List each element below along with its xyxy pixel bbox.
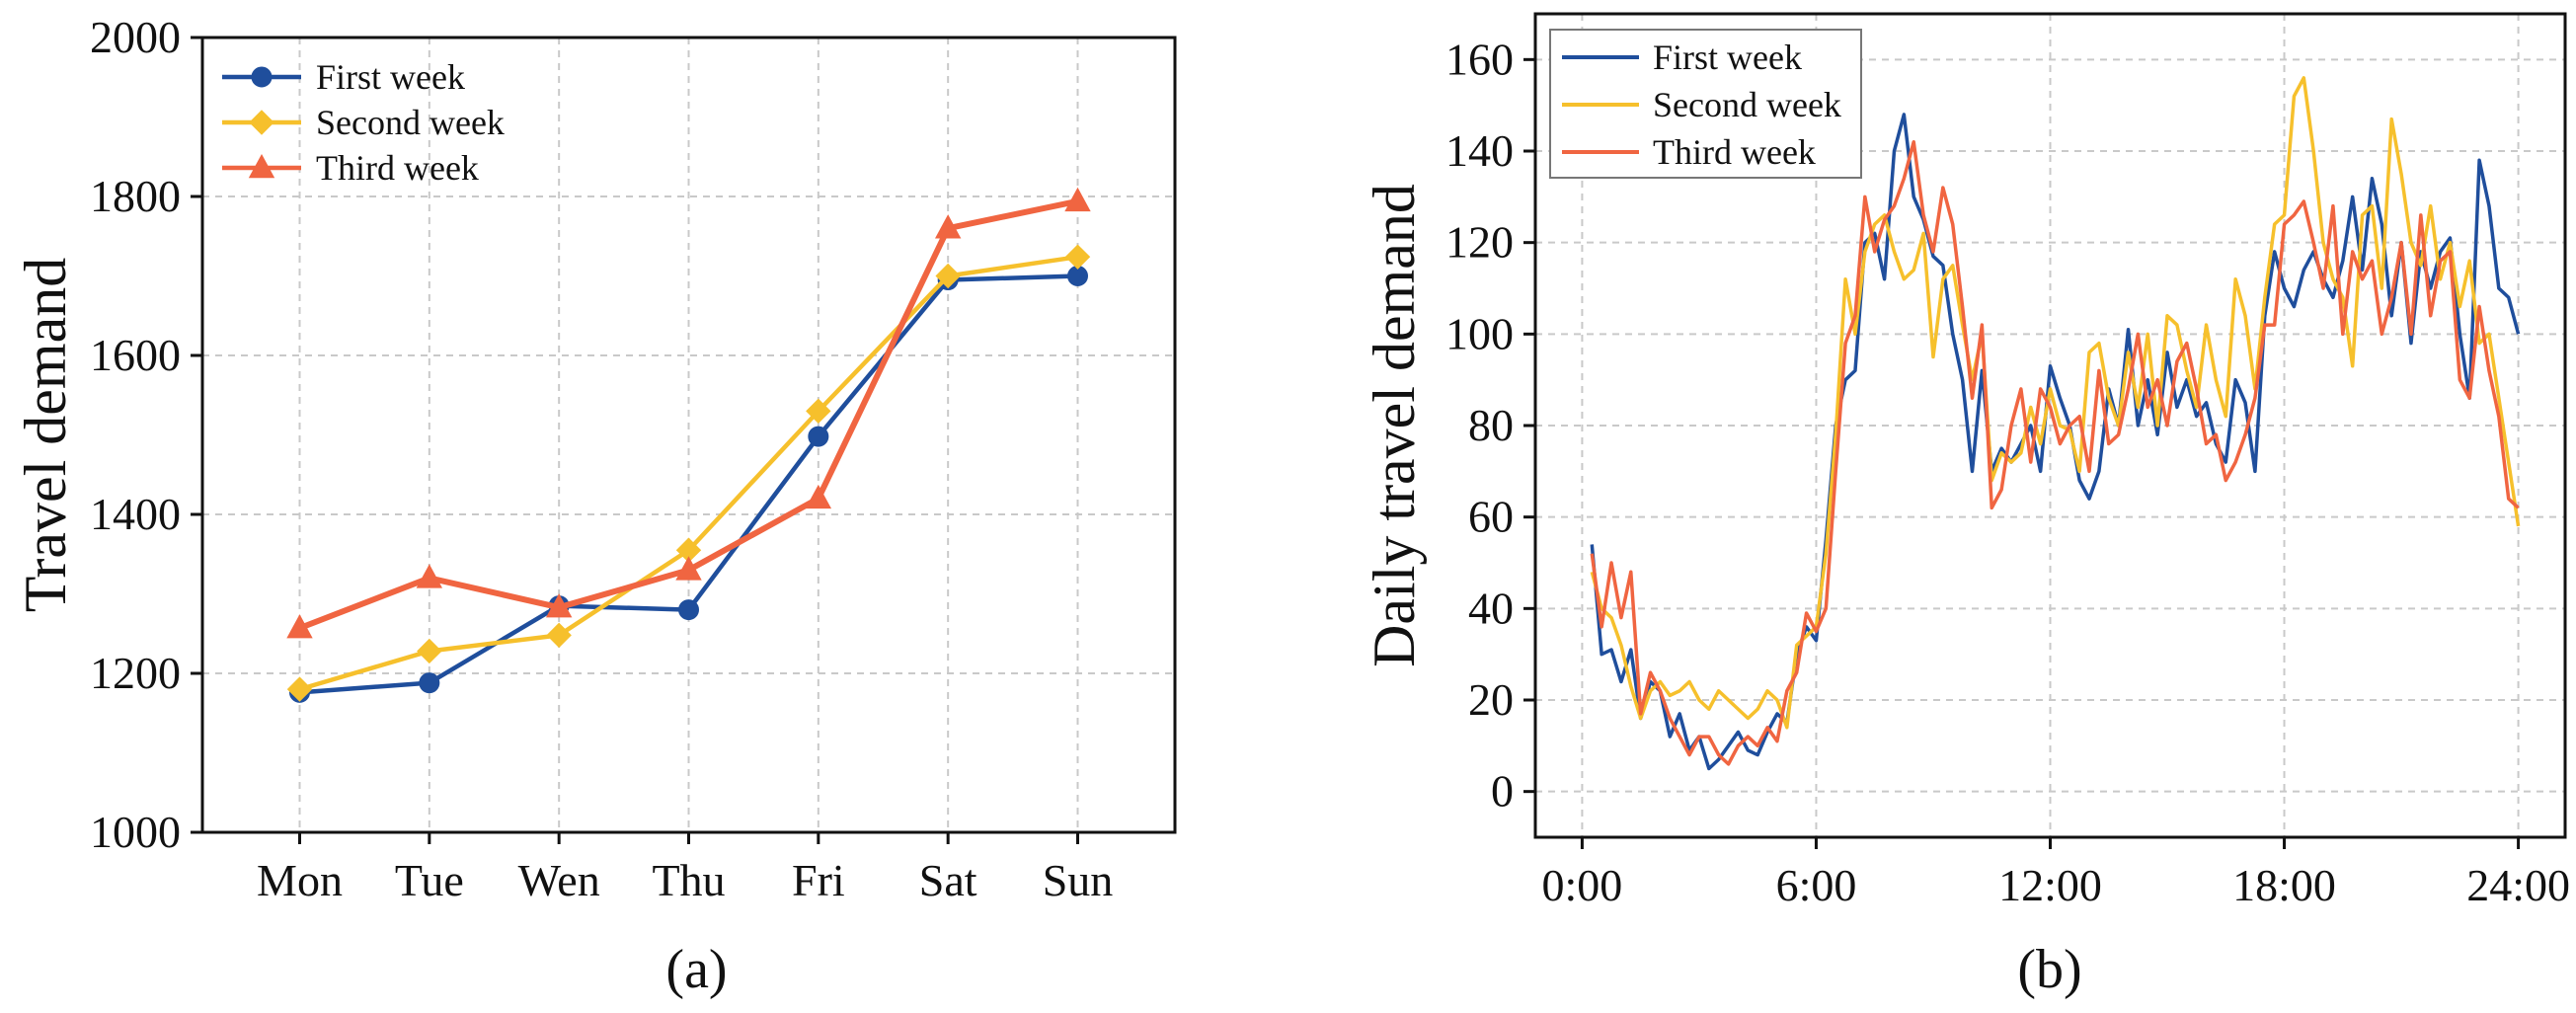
chart-a-y-tick-label: 1600 xyxy=(90,330,181,380)
chart-b-y-tick-label: 140 xyxy=(1445,125,1514,176)
chart-b-y-tick-label: 20 xyxy=(1468,674,1514,725)
chart-a-x-tick-label: Sat xyxy=(919,855,977,905)
chart-a-weekly-demand: 1000 1200 1400 1600 1800 2000 Mon Tue Wen Thu Fri S… xyxy=(13,12,1177,1000)
chart-b-y-tick-label: 120 xyxy=(1445,217,1514,268)
chart-a-data-point xyxy=(678,599,699,621)
chart-a-x-tick-label: Sun xyxy=(1043,855,1114,905)
chart-a-data-point xyxy=(1064,187,1091,212)
chart-b-series-3-line xyxy=(1590,139,2520,766)
chart-a-legend-label: First week xyxy=(316,57,465,97)
chart-a-caption: (a) xyxy=(665,939,727,1000)
chart-a-y-axis-title: Travel demand xyxy=(13,258,78,612)
chart-a-legend: First week Second week Third week xyxy=(222,57,505,188)
chart-b-caption: (b) xyxy=(2017,939,2081,1000)
chart-a-series-2 xyxy=(286,244,1091,702)
chart-b-legend: First week Second week Third week xyxy=(1549,29,1862,179)
chart-b-y-tick-label: 0 xyxy=(1491,766,1514,817)
chart-b-legend-label: First week xyxy=(1653,38,1802,77)
chart-b-y-tick-label: 160 xyxy=(1445,34,1514,84)
chart-a-x-tick-label: Mon xyxy=(257,855,343,905)
chart-b-y-tick-label: 40 xyxy=(1468,583,1514,633)
chart-a-x-tick-label: Fri xyxy=(792,855,845,905)
chart-a-legend-marker xyxy=(248,153,275,179)
chart-a-data-point xyxy=(1064,244,1091,270)
chart-a-legend-marker xyxy=(249,110,274,135)
chart-b-x-tick-label: 6:00 xyxy=(1776,860,1857,910)
chart-a-legend-marker xyxy=(251,66,273,88)
chart-a-y-tick-label: 1400 xyxy=(90,489,181,539)
chart-a-legend-label: Third week xyxy=(316,148,479,188)
chart-a-data-point xyxy=(808,426,829,447)
chart-b-series-1-line xyxy=(1590,113,2521,771)
chart-a-y-tick-label: 2000 xyxy=(90,12,181,62)
chart-a-x-tick-label: Wen xyxy=(518,855,600,905)
chart-a-x-tick-label: Thu xyxy=(652,855,725,905)
chart-b-y-tick-label: 60 xyxy=(1468,492,1514,542)
chart-b-daily-demand: 0 20 40 60 80 100 120 140 160 0:00 6:00 12:00 18:00 2… xyxy=(1362,12,2570,1000)
chart-b-series-2-line xyxy=(1590,76,2521,730)
chart-a-data-point xyxy=(806,398,831,425)
chart-a-data-point xyxy=(286,614,313,639)
chart-b-x-tick-label: 24:00 xyxy=(2466,860,2570,910)
chart-a-data-point xyxy=(286,676,313,702)
chart-a-data-point xyxy=(805,484,832,509)
chart-a-series-3 xyxy=(286,187,1091,639)
chart-a-y-tick-label: 1800 xyxy=(90,171,181,221)
chart-a-series-1 xyxy=(289,266,1088,703)
chart-a-data-point xyxy=(934,214,962,239)
chart-b-x-tick-label: 18:00 xyxy=(2232,860,2336,910)
chart-b-x-tick-label: 0:00 xyxy=(1542,860,1623,910)
chart-a-data-point xyxy=(417,638,442,664)
chart-a-data-point xyxy=(935,263,961,289)
chart-b-y-axis-title: Daily travel demand xyxy=(1362,184,1427,667)
chart-a-x-tick-label: Tue xyxy=(395,855,464,905)
chart-a-legend-label: Second week xyxy=(316,103,505,142)
chart-a-data-point xyxy=(545,593,573,618)
chart-a-y-tick-label: 1000 xyxy=(90,807,181,857)
chart-a-data-point xyxy=(419,672,440,694)
chart-a-data-point xyxy=(675,556,702,581)
chart-b-y-tick-label: 80 xyxy=(1468,400,1514,450)
chart-a-data-point xyxy=(546,622,572,649)
chart-b-x-tick-label: 12:00 xyxy=(1998,860,2102,910)
chart-a-y-tick-label: 1200 xyxy=(90,648,181,698)
chart-b-y-tick-label: 100 xyxy=(1445,308,1514,358)
chart-b-legend-label: Third week xyxy=(1653,132,1816,172)
chart-a-data-point xyxy=(416,564,443,588)
chart-b-legend-label: Second week xyxy=(1653,85,1841,124)
